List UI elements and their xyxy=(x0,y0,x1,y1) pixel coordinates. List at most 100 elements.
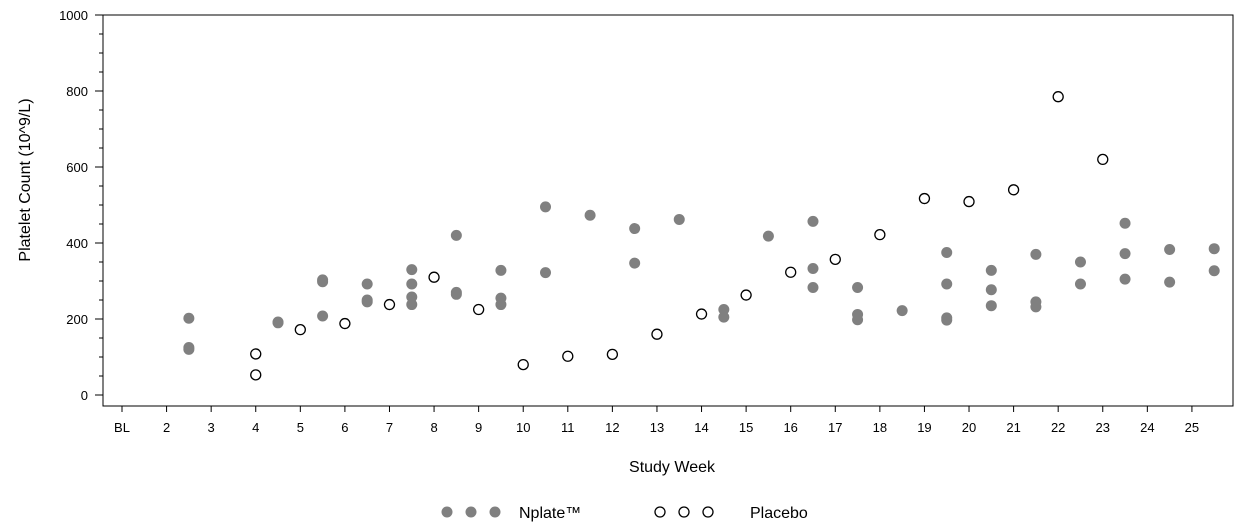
nplate-point xyxy=(1119,273,1131,285)
placebo-point xyxy=(785,266,797,278)
x-tick-label: 18 xyxy=(873,420,887,435)
nplate-point xyxy=(1164,243,1176,255)
placebo-point xyxy=(829,253,841,265)
nplate-point xyxy=(183,312,195,324)
placebo-point xyxy=(428,271,440,283)
x-tick-label: 12 xyxy=(605,420,619,435)
nplate-point xyxy=(1119,248,1131,260)
nplate-point xyxy=(941,247,953,258)
nplate-point xyxy=(762,230,774,242)
placebo-point xyxy=(472,303,485,316)
x-tick-label: 14 xyxy=(694,420,708,435)
y-axis-title: Platelet Count (10^9/L) xyxy=(17,98,34,261)
nplate-point xyxy=(450,229,462,241)
nplate-point xyxy=(406,299,418,311)
placebo-point xyxy=(1007,184,1020,196)
placebo-point xyxy=(339,317,351,330)
nplate-point xyxy=(1074,256,1086,268)
nplate-point xyxy=(361,296,373,308)
placebo-point xyxy=(606,348,619,360)
x-tick-label: 4 xyxy=(252,420,259,435)
nplate-point xyxy=(361,278,373,290)
nplate-point xyxy=(718,304,730,315)
legend-placebo-marker xyxy=(678,506,690,518)
legend-nplate-label: Nplate™ xyxy=(519,505,581,522)
plot-frame xyxy=(102,14,1234,407)
legend-nplate-marker xyxy=(465,506,477,518)
y-tick-label: 600 xyxy=(66,160,88,175)
nplate-point xyxy=(317,310,329,322)
x-tick-label: 15 xyxy=(739,420,753,435)
nplate-point xyxy=(807,215,819,227)
placebo-point xyxy=(874,228,886,241)
nplate-point xyxy=(495,299,507,311)
placebo-point xyxy=(1052,91,1064,103)
x-tick-label: 11 xyxy=(561,420,575,435)
nplate-point xyxy=(584,209,596,221)
placebo-point xyxy=(1097,153,1109,166)
x-tick-label: 25 xyxy=(1185,420,1199,435)
x-tick-label: 17 xyxy=(828,420,842,435)
x-axis: BL 2 3 4 5 6 7 8 9 10 11 12 13 14 15 16 17 18 19 20 21 22 23 24… xyxy=(114,406,1199,435)
nplate-point xyxy=(1208,265,1220,277)
nplate-point xyxy=(629,257,641,269)
legend-placebo-label: Placebo xyxy=(750,505,808,522)
nplate-point xyxy=(317,276,329,288)
x-tick-label: 16 xyxy=(783,420,797,435)
nplate-point xyxy=(406,278,418,290)
placebo-point xyxy=(250,348,262,360)
x-tick-label: 5 xyxy=(297,420,304,435)
legend-nplate-marker xyxy=(489,506,501,518)
x-tick-label: 24 xyxy=(1140,420,1154,435)
x-tick-label: 8 xyxy=(430,420,437,435)
x-tick-label: 3 xyxy=(208,420,215,435)
placebo-point xyxy=(740,289,752,301)
nplate-point xyxy=(272,317,284,329)
nplate-point xyxy=(406,291,418,303)
nplate-point xyxy=(718,311,730,323)
x-tick-label: 13 xyxy=(650,420,664,435)
nplate-point xyxy=(183,343,195,355)
nplate-point xyxy=(540,267,552,279)
legend: Nplate™ Placebo xyxy=(441,505,808,522)
nplate-point xyxy=(673,213,685,225)
x-tick-label: 22 xyxy=(1051,420,1065,435)
y-axis: 0 200 400 600 800 1000 xyxy=(59,8,103,403)
nplate-point xyxy=(985,300,997,312)
nplate-point xyxy=(1030,301,1042,313)
x-tick-label: 10 xyxy=(516,420,530,435)
nplate-point xyxy=(941,278,953,290)
nplate-point xyxy=(985,264,997,276)
legend-nplate-marker xyxy=(441,506,453,518)
x-axis-title: Study Week xyxy=(629,459,716,476)
x-tick-label: 21 xyxy=(1006,420,1020,435)
x-tick-label: BL xyxy=(114,420,130,435)
nplate-point xyxy=(495,264,507,276)
nplate-point xyxy=(807,281,819,293)
nplate-point xyxy=(1208,243,1220,255)
placebo-point xyxy=(963,195,975,208)
nplate-point xyxy=(941,314,953,326)
x-tick-label: 7 xyxy=(386,420,393,435)
placebo-point xyxy=(562,350,574,362)
placebo-point xyxy=(250,369,262,381)
x-tick-label: 2 xyxy=(163,420,170,435)
nplate-point xyxy=(852,314,864,326)
placebo-point xyxy=(695,308,708,320)
nplate-point xyxy=(629,223,641,235)
y-tick-label: 400 xyxy=(66,236,88,251)
y-tick-label: 800 xyxy=(66,84,88,99)
y-tick-label: 200 xyxy=(66,312,88,327)
nplate-point xyxy=(406,264,418,276)
nplate-point xyxy=(1119,217,1131,229)
x-tick-label: 9 xyxy=(475,420,482,435)
placebo-point xyxy=(651,328,663,340)
legend-placebo-marker xyxy=(654,506,666,518)
nplate-point xyxy=(450,288,462,300)
nplate-point xyxy=(807,262,819,274)
placebo-point xyxy=(517,358,529,371)
y-tick-label: 1000 xyxy=(59,8,88,23)
x-tick-label: 23 xyxy=(1096,420,1110,435)
nplate-point xyxy=(1030,248,1042,260)
